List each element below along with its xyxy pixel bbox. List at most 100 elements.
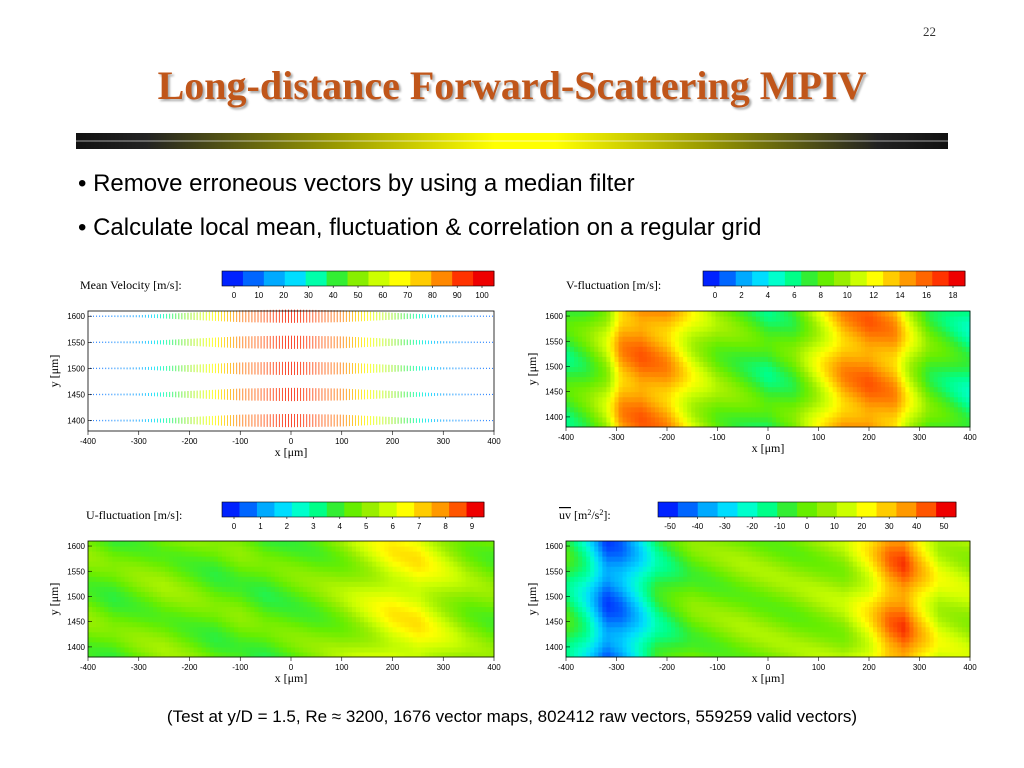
heatmap-cell (618, 346, 624, 352)
heatmap-cell (893, 386, 898, 393)
heatmap-cell (667, 421, 672, 428)
heatmap-cell (860, 371, 866, 378)
heatmap-cell (578, 396, 583, 403)
heatmap-cell (776, 321, 781, 327)
heatmap-cell (812, 371, 817, 378)
heatmap-cell (230, 566, 235, 572)
heatmap-cell (780, 411, 785, 418)
heatmap-cell (335, 596, 341, 603)
heatmap-cell (185, 561, 190, 567)
heatmap-cell (566, 406, 571, 413)
heatmap-cell (755, 406, 761, 413)
heatmap-cell (772, 351, 777, 357)
heatmap-cell (965, 411, 971, 418)
heatmap-cell (392, 626, 398, 633)
heatmap-cell (634, 331, 640, 337)
heatmap-cell (772, 376, 777, 383)
heatmap-cell (699, 376, 704, 383)
heatmap-cell (816, 331, 822, 337)
heatmap-cell (165, 596, 170, 603)
heatmap-cell (836, 311, 842, 317)
heatmap-cell (917, 356, 923, 362)
heatmap-cell (217, 591, 223, 597)
heatmap-cell (731, 396, 737, 403)
heatmap-cell (626, 411, 632, 418)
heatmap-cell (433, 576, 438, 582)
heatmap-cell (590, 406, 595, 413)
heatmap-cell (715, 361, 721, 367)
heatmap-cell (893, 416, 898, 423)
heatmap-cell (477, 591, 483, 597)
heatmap-cell (128, 586, 134, 592)
heatmap-cell (897, 371, 902, 378)
heatmap-cell (820, 421, 826, 428)
heatmap-cell (339, 606, 345, 613)
heatmap-cell (360, 606, 365, 613)
heatmap-cell (929, 321, 935, 327)
heatmap-cell (860, 391, 866, 398)
heatmap-cell (457, 626, 463, 633)
heatmap-cell (909, 421, 914, 428)
colorbar-tick-label: 40 (329, 291, 338, 300)
heatmap-cell (408, 601, 414, 608)
heatmap-cell (949, 396, 955, 403)
heatmap-cell (169, 631, 174, 638)
heatmap-cell (221, 621, 227, 628)
heatmap-cell (380, 616, 385, 623)
heatmap-cell (582, 356, 587, 362)
heatmap-cell (429, 576, 434, 582)
heatmap-cell (687, 346, 692, 352)
heatmap-cell (768, 416, 773, 423)
heatmap-cell (307, 591, 312, 597)
heatmap-cell (824, 401, 830, 408)
heatmap-cell (844, 311, 850, 317)
heatmap-cell (723, 386, 729, 393)
x-tick-label: -200 (659, 433, 676, 442)
heatmap-cell (840, 326, 846, 332)
heatmap-cell (812, 346, 817, 352)
heatmap-cell (679, 366, 684, 373)
heatmap-cell (869, 316, 874, 322)
heatmap-cell (453, 651, 458, 658)
heatmap-cell (933, 381, 939, 388)
heatmap-cell (234, 636, 239, 643)
heatmap-cell (400, 581, 406, 587)
heatmap-cell (933, 411, 939, 418)
heatmap-cell (808, 311, 813, 317)
heatmap-cell (654, 356, 660, 362)
heatmap-cell (776, 371, 781, 378)
heatmap-cell (957, 366, 963, 373)
heatmap-cell (116, 621, 121, 628)
heatmap-cell (864, 311, 870, 317)
heatmap-cell (707, 401, 712, 408)
heatmap-cell (408, 566, 414, 572)
heatmap-cell (747, 326, 753, 332)
heatmap-cell (614, 396, 620, 403)
heatmap-cell (683, 376, 688, 383)
heatmap-cell (630, 356, 636, 362)
heatmap-cell (800, 346, 805, 352)
heatmap-cell (679, 396, 684, 403)
heatmap-cell (788, 311, 793, 317)
heatmap-cell (278, 636, 284, 643)
heatmap-cell (197, 586, 203, 592)
heatmap-cell (343, 591, 349, 597)
heatmap-cell (303, 626, 308, 633)
x-tick-label: -200 (181, 437, 198, 446)
heatmap-cell (824, 361, 830, 367)
heatmap-cell (723, 326, 729, 332)
heatmap-cell (727, 401, 733, 408)
heatmap-cell (331, 596, 337, 603)
heatmap-cell (715, 311, 721, 317)
heatmap-cell (747, 376, 753, 383)
heatmap-cell (889, 341, 894, 347)
heatmap-cell (96, 566, 101, 572)
heatmap-cell (400, 626, 406, 633)
heatmap-cell (804, 406, 809, 413)
heatmap-cell (893, 371, 898, 378)
heatmap-cell (650, 311, 656, 317)
heatmap-cell (92, 586, 97, 592)
heatmap-cell (913, 346, 918, 352)
heatmap-cell (148, 606, 154, 613)
heatmap-cell (727, 416, 733, 423)
